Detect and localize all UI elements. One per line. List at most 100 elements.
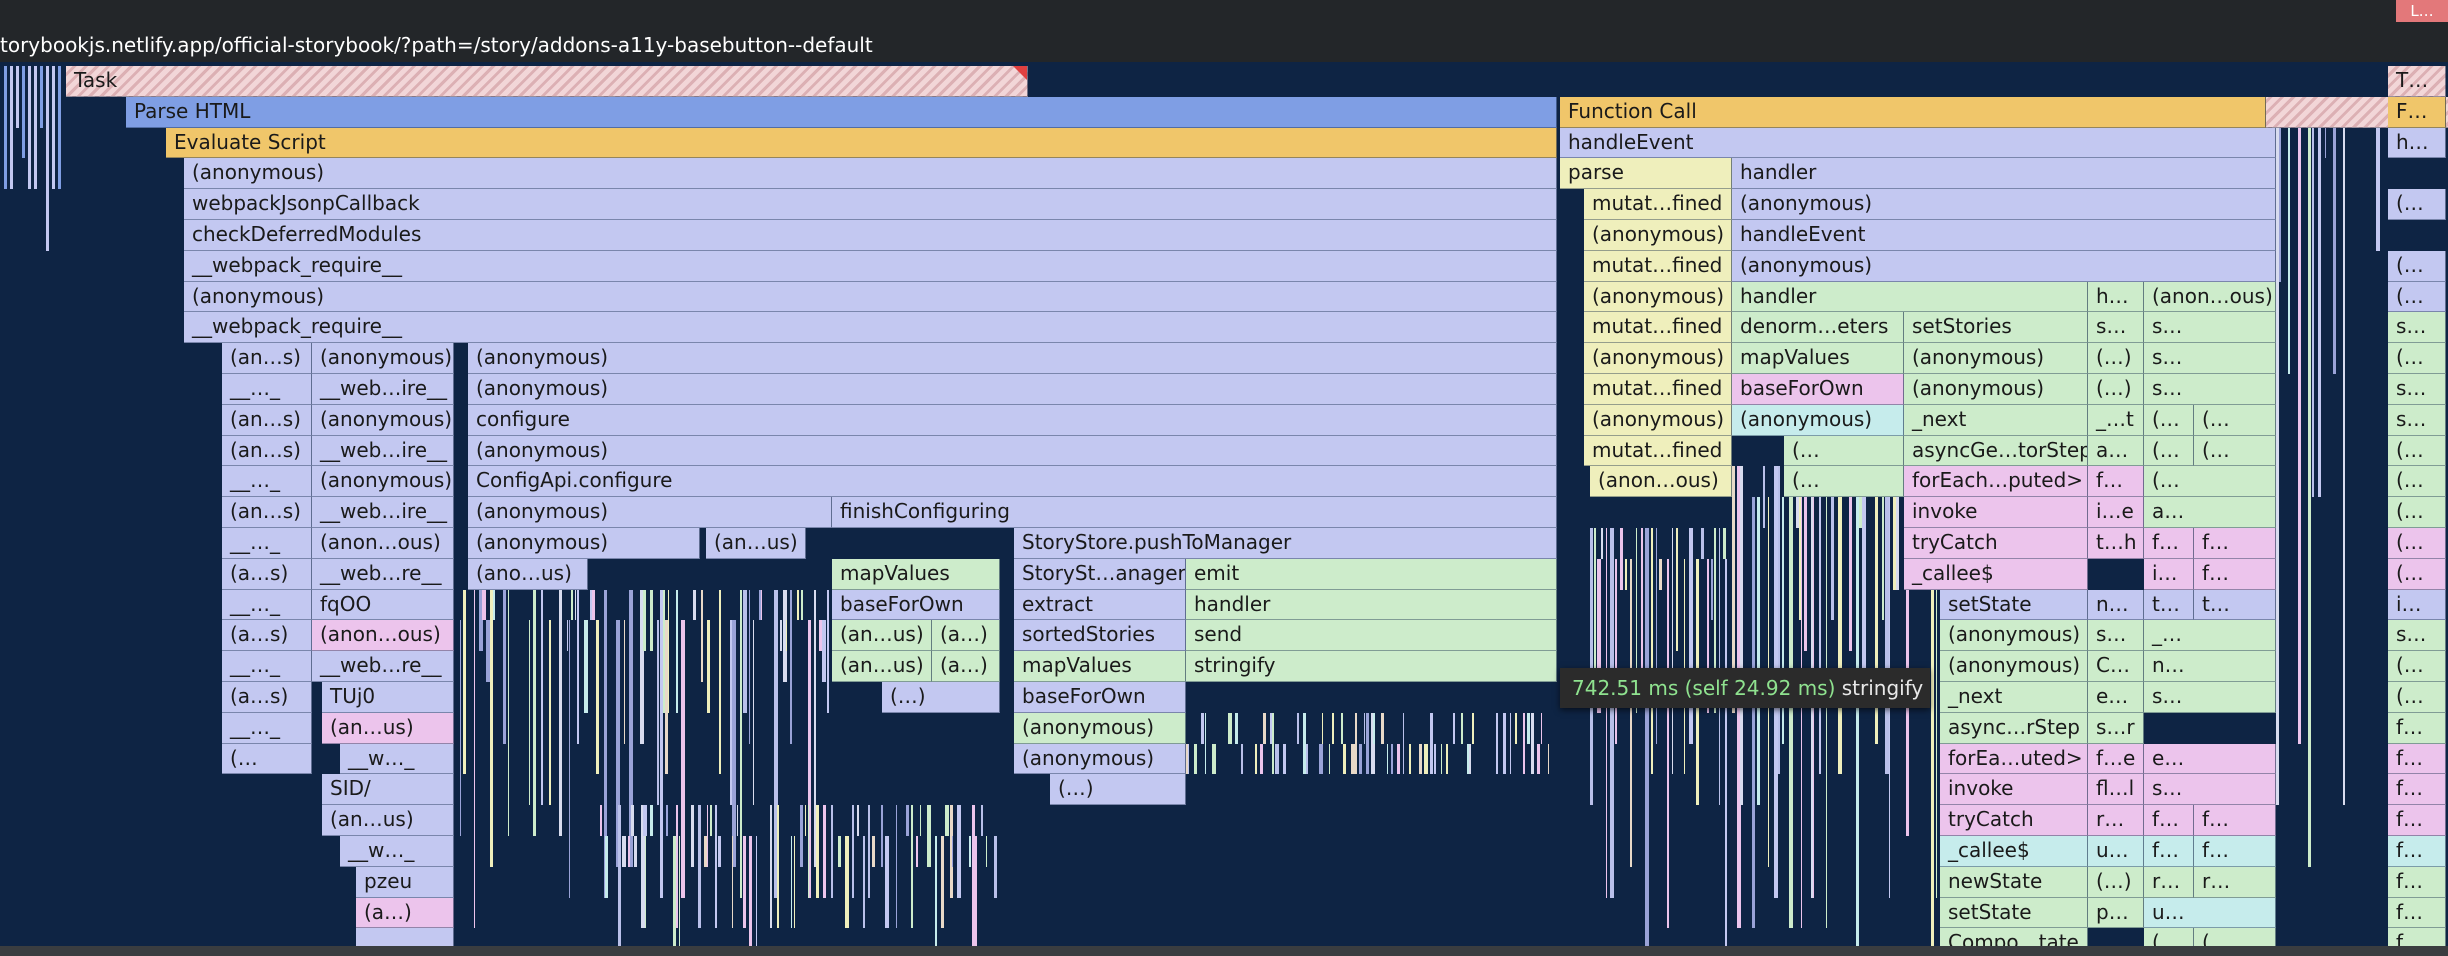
flame-frame[interactable]: (…	[2144, 404, 2194, 436]
call-stripe[interactable]	[927, 805, 931, 867]
call-stripe[interactable]	[603, 589, 607, 898]
call-stripe[interactable]	[780, 620, 783, 652]
call-stripe[interactable]	[752, 620, 755, 806]
call-stripe[interactable]	[1254, 743, 1257, 775]
flame-frame[interactable]: a…	[2088, 435, 2144, 467]
call-stripe[interactable]	[570, 589, 574, 621]
call-stripe[interactable]	[656, 620, 659, 806]
call-stripe[interactable]	[2276, 96, 2280, 806]
call-stripe[interactable]	[2298, 127, 2301, 744]
call-stripe[interactable]	[596, 620, 599, 775]
flame-frame[interactable]: (anonymous)	[468, 528, 700, 559]
flame-frame[interactable]: (…)	[882, 682, 1000, 713]
flame-frame[interactable]: fl…l	[2088, 774, 2144, 806]
flame-frame[interactable]: f…	[2388, 866, 2446, 898]
call-stripe[interactable]	[1386, 743, 1388, 775]
call-stripe[interactable]	[583, 620, 588, 713]
call-stripe[interactable]	[2376, 127, 2381, 251]
flame-frame[interactable]: tryCatch	[1904, 528, 2088, 559]
flame-frame[interactable]: (anonymous)	[312, 466, 454, 498]
call-stripe[interactable]	[935, 836, 937, 956]
call-stripe[interactable]	[2312, 96, 2314, 498]
call-stripe[interactable]	[993, 836, 998, 898]
call-stripe[interactable]	[804, 805, 807, 836]
flame-frame[interactable]: (an…s)	[222, 435, 312, 467]
flame-frame[interactable]: __web…re__	[312, 558, 454, 590]
flame-frame[interactable]: mutat…fined	[1584, 435, 1732, 467]
flame-frame[interactable]: __w…_	[340, 836, 454, 867]
flame-frame[interactable]: h…	[2088, 281, 2144, 313]
flame-frame[interactable]: denorm…eters	[1732, 312, 1904, 344]
call-stripe[interactable]	[1804, 497, 1807, 652]
call-stripe[interactable]	[1351, 743, 1355, 775]
flame-frame[interactable]: mutat…fined	[1584, 250, 1732, 282]
flame-frame[interactable]: s…	[2144, 312, 2276, 344]
flame-frame[interactable]: _callee$	[1940, 836, 2088, 867]
flame-frame[interactable]: a…	[2144, 497, 2276, 528]
flame-frame[interactable]: mapValues	[832, 558, 1000, 590]
flame-frame[interactable]: s…	[2144, 774, 2276, 806]
call-stripe[interactable]	[910, 805, 914, 929]
flame-frame[interactable]: s…	[2144, 374, 2276, 405]
call-stripe[interactable]	[693, 589, 697, 621]
call-stripe[interactable]	[1683, 558, 1685, 775]
call-stripe[interactable]	[1272, 712, 1274, 775]
call-stripe[interactable]	[1319, 743, 1323, 775]
flame-frame[interactable]: _next	[1940, 682, 2088, 713]
flame-frame[interactable]: r…	[2144, 866, 2194, 898]
flame-frame[interactable]: (…	[2144, 435, 2194, 467]
call-stripe[interactable]	[1904, 497, 1907, 559]
call-stripe[interactable]	[28, 66, 31, 190]
flame-frame[interactable]: send	[1186, 620, 1557, 652]
call-stripe[interactable]	[863, 836, 865, 929]
call-stripe[interactable]	[486, 620, 490, 682]
call-stripe[interactable]	[1676, 528, 1678, 652]
call-stripe[interactable]	[986, 836, 988, 867]
call-stripe[interactable]	[1931, 497, 1935, 956]
flame-frame[interactable]: mutat…fined	[1584, 374, 1732, 405]
flame-frame[interactable]: p…	[2088, 897, 2144, 929]
call-stripe[interactable]	[634, 836, 638, 867]
call-stripe[interactable]	[808, 620, 812, 898]
call-stripe[interactable]	[1275, 743, 1279, 775]
call-stripe[interactable]	[568, 620, 571, 898]
flame-frame[interactable]: (anonymous)	[468, 343, 1557, 374]
call-stripe[interactable]	[1381, 712, 1385, 744]
flame-frame[interactable]: (anonymous)	[312, 343, 454, 374]
call-stripe[interactable]	[742, 836, 747, 929]
call-stripe[interactable]	[1305, 743, 1309, 775]
call-stripe[interactable]	[1402, 712, 1404, 775]
call-stripe[interactable]	[1297, 712, 1299, 744]
flame-frame[interactable]: handler	[1732, 281, 2088, 313]
flame-frame[interactable]: n…	[2144, 651, 2276, 682]
flame-frame[interactable]: t…	[2144, 589, 2194, 621]
call-stripe[interactable]	[1366, 712, 1370, 775]
call-stripe[interactable]	[697, 805, 701, 929]
call-stripe[interactable]	[1522, 712, 1525, 775]
call-stripe[interactable]	[1363, 712, 1365, 744]
flame-frame[interactable]: f…	[2388, 743, 2446, 775]
flame-frame[interactable]: f…	[2194, 805, 2276, 836]
call-stripe[interactable]	[489, 589, 493, 867]
call-stripe[interactable]	[760, 589, 763, 621]
call-stripe[interactable]	[1283, 743, 1286, 775]
call-stripe[interactable]	[2318, 96, 2321, 498]
call-stripe[interactable]	[622, 836, 626, 867]
call-stripe[interactable]	[1893, 466, 1897, 590]
flame-frame[interactable]: forEa…uted>	[1940, 743, 2088, 775]
call-stripe[interactable]	[600, 805, 603, 836]
flame-frame[interactable]: e…	[2144, 743, 2276, 775]
flame-frame[interactable]: (a…)	[932, 651, 1000, 682]
call-stripe[interactable]	[559, 589, 563, 836]
call-stripe[interactable]	[1818, 497, 1822, 775]
call-stripe[interactable]	[1433, 743, 1437, 775]
call-stripe[interactable]	[1798, 497, 1801, 621]
flame-frame[interactable]: (…	[2388, 435, 2446, 467]
flame-frame[interactable]: (anonymous)	[1014, 712, 1186, 744]
flame-frame[interactable]: (…	[2388, 343, 2446, 374]
call-stripe[interactable]	[1186, 743, 1189, 775]
flame-frame[interactable]: (anonymous)	[184, 281, 1557, 313]
call-stripe[interactable]	[640, 589, 645, 744]
call-stripe[interactable]	[1935, 466, 1937, 898]
call-stripe[interactable]	[718, 836, 721, 867]
